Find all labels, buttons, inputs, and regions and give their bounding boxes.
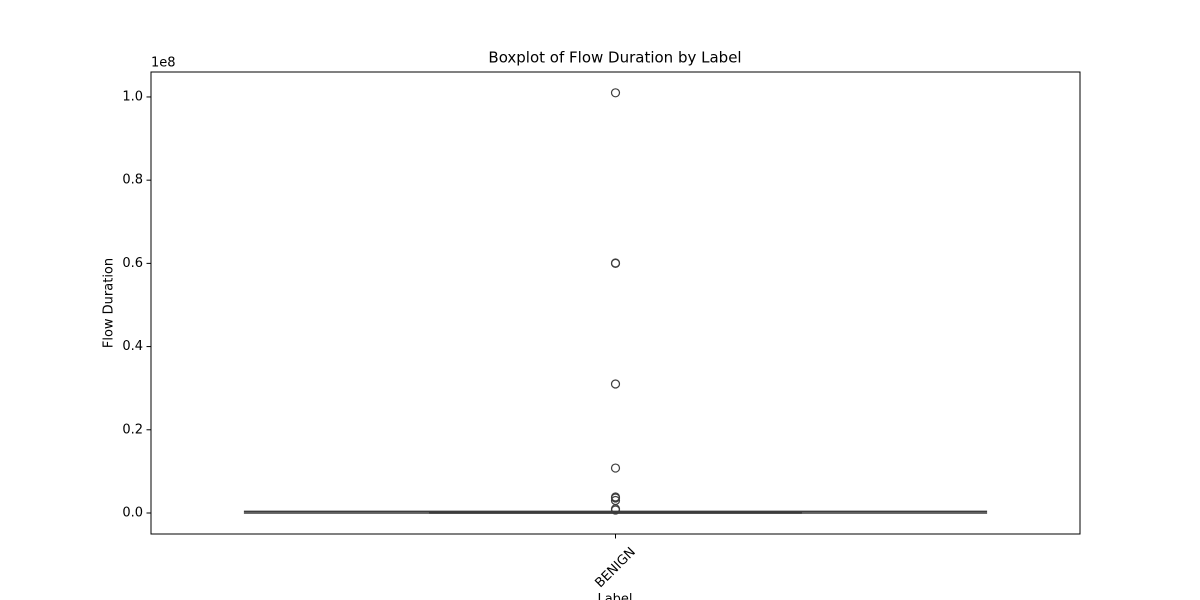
y-offset-label: 1e8: [151, 56, 176, 71]
outlier: [610, 258, 621, 268]
outlier: [610, 379, 621, 389]
plot-frame: [150, 71, 1081, 535]
y-tick-label: 0.8: [122, 173, 143, 188]
x-axis-label: Label: [597, 592, 632, 600]
y-tick-label: 0.2: [122, 422, 143, 437]
outlier: [610, 505, 621, 515]
y-axis-label: Flow Duration: [102, 258, 117, 348]
y-tick-label: 0.0: [122, 505, 143, 520]
chart-title: Boxplot of Flow Duration by Label: [488, 49, 741, 67]
outlier: [610, 493, 621, 503]
outlier: [610, 88, 621, 98]
y-tick-label: 0.6: [122, 256, 143, 271]
outlier: [610, 463, 621, 473]
y-tick-label: 0.4: [122, 339, 143, 354]
y-tick-label: 1.0: [122, 89, 143, 104]
x-tick-label: BENIGN: [592, 545, 638, 591]
